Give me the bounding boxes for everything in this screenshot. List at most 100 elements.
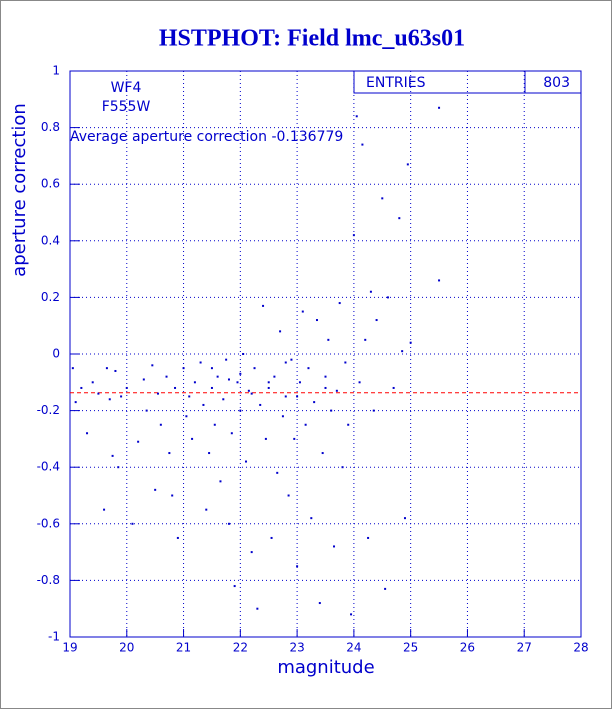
x-tick-label: 22 [233,641,248,655]
point [276,471,279,474]
point [185,415,188,418]
point [174,386,177,389]
y-tick-label: -0.4 [37,460,60,474]
x-tick-label: 23 [289,641,304,655]
x-tick-label: 27 [517,641,532,655]
x-tick-label: 20 [119,641,134,655]
point [284,361,287,364]
point [108,398,111,401]
point [330,409,333,412]
point [398,217,401,220]
y-tick-label: 0 [52,347,60,361]
point [80,386,83,389]
point [97,392,100,395]
point [120,395,123,398]
point [381,197,384,200]
point [296,565,299,568]
point [279,330,282,333]
y-tick-label: 1 [52,64,60,78]
y-tick-label: -1 [48,630,60,644]
point [327,338,330,341]
point [304,423,307,426]
point [438,106,441,109]
point [245,460,248,463]
plot-frame [69,70,582,638]
annotation: WF4 [111,80,142,96]
point [361,143,364,146]
x-tick-label: 21 [176,641,191,655]
x-tick-label: 26 [460,641,475,655]
point [233,585,236,588]
point [210,367,213,370]
point [333,545,336,548]
point [338,302,341,305]
y-tick-label: -0.2 [37,403,60,417]
point [86,432,89,435]
y-tick-label: -0.6 [37,516,60,530]
point [199,361,202,364]
point [239,409,242,412]
point [262,304,265,307]
point [176,536,179,539]
point [409,341,412,344]
stats-box [353,70,582,94]
point [364,338,367,341]
point [324,386,327,389]
chart-title: HSTPHOT: Field lmc_u63s01 [159,26,465,52]
point [157,392,160,395]
point [259,403,262,406]
point [188,395,191,398]
x-tick-label: 25 [403,641,418,655]
point [227,522,230,525]
point [208,452,211,455]
x-tick-label: 24 [346,641,361,655]
point [315,319,318,322]
point [384,587,387,590]
point [168,452,171,455]
point [219,480,222,483]
point [344,361,347,364]
point [313,401,316,404]
point [335,389,338,392]
point [253,367,256,370]
y-tick-label: 0.6 [41,177,60,191]
point [131,522,134,525]
point [191,437,194,440]
point [236,381,239,384]
y-tick-label: -0.8 [37,573,60,587]
point [287,494,290,497]
point [250,551,253,554]
y-tick-label: 0.4 [41,233,60,247]
point [367,536,370,539]
point [273,375,276,378]
point [137,440,140,443]
point [71,367,74,370]
point [352,234,355,237]
point [401,350,404,353]
point [182,367,185,370]
point [267,381,270,384]
point [151,364,154,367]
point [347,423,350,426]
point [171,494,174,497]
point [74,401,77,404]
point [154,488,157,491]
point [392,386,395,389]
point [270,536,273,539]
point [145,409,148,412]
point [264,437,267,440]
point [296,395,299,398]
point [310,517,313,520]
point [250,392,253,395]
point [227,378,230,381]
point [406,163,409,166]
stats-value: 803 [543,75,570,91]
point [321,452,324,455]
point [307,367,310,370]
point [91,381,94,384]
point [375,319,378,322]
point [298,381,301,384]
stats-label: ENTRIES [366,75,426,91]
point [318,602,321,605]
